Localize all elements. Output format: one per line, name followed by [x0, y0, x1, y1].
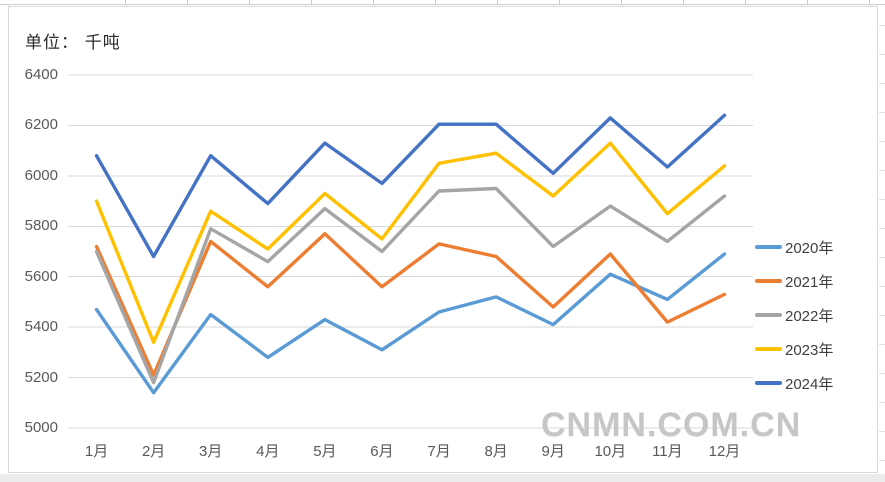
spreadsheet-column-tick	[559, 0, 560, 4]
chart-frame	[8, 6, 878, 473]
spreadsheet-row-tick	[879, 257, 885, 258]
spreadsheet-column-tick	[497, 0, 498, 4]
y-tick-5800: 5800	[24, 217, 58, 235]
cnmn-watermark: CNMN.COM.CN	[541, 406, 802, 444]
x-tick-9: 9月	[541, 443, 565, 460]
spreadsheet-column-tick	[125, 0, 126, 4]
spreadsheet-column-tick	[683, 0, 684, 4]
legend-item-2024[interactable]: 2024年	[755, 366, 873, 400]
chart-legend: 2020年 2021年 2022年 2023年 2024年	[755, 230, 873, 400]
spreadsheet-row-tick	[879, 54, 885, 55]
x-tick-11: 11月	[652, 443, 683, 460]
series-line-2023年	[94, 141, 727, 344]
spreadsheet-column-tick	[187, 0, 188, 4]
x-tick-7: 7月	[427, 443, 451, 460]
spreadsheet-row-tick	[879, 315, 885, 316]
series-line-2024年	[94, 113, 727, 259]
legend-swatch-2023	[755, 347, 782, 351]
spreadsheet-column-tick	[435, 0, 436, 4]
y-tick-5600: 5600	[24, 267, 58, 285]
x-tick-5: 5月	[313, 443, 337, 460]
spreadsheet-column-tick	[869, 0, 870, 4]
x-tick-6: 6月	[370, 443, 394, 460]
spreadsheet-row-tick	[879, 460, 885, 461]
legend-swatch-2022	[755, 313, 782, 317]
spreadsheet-row-tick	[879, 286, 885, 287]
legend-item-2020[interactable]: 2020年	[755, 230, 873, 264]
x-tick-8: 8月	[484, 443, 508, 460]
spreadsheet-column-tick	[311, 0, 312, 4]
spreadsheet-row-tick	[879, 373, 885, 374]
spreadsheet-row-tick	[879, 199, 885, 200]
spreadsheet-row-line	[0, 4, 885, 5]
legend-label-2022: 2022年	[785, 307, 834, 325]
x-tick-10: 10月	[594, 443, 627, 460]
spreadsheet-row-tick	[879, 228, 885, 229]
spreadsheet-column-tick	[373, 0, 374, 4]
spreadsheet-bottom-band	[0, 474, 885, 482]
spreadsheet-row-tick	[879, 431, 885, 432]
x-tick-1: 1月	[84, 443, 109, 460]
legend-swatch-2020	[755, 245, 782, 249]
spreadsheet-column-tick	[807, 0, 808, 4]
x-tick-2: 2月	[141, 443, 166, 460]
x-tick-3: 3月	[199, 443, 223, 460]
y-tick-6400: 6400	[24, 66, 58, 83]
spreadsheet-row-tick	[879, 170, 885, 171]
legend-label-2020: 2020年	[785, 239, 834, 257]
legend-swatch-2021	[755, 279, 782, 283]
legend-item-2022[interactable]: 2022年	[755, 298, 873, 332]
y-tick-5000: 5000	[24, 419, 58, 436]
y-tick-5400: 5400	[24, 318, 58, 336]
spreadsheet-row-tick	[879, 112, 885, 113]
series-line-2021年	[94, 232, 727, 377]
spreadsheet-row-tick	[879, 344, 885, 345]
legend-label-2023: 2023年	[785, 341, 834, 359]
y-tick-6200: 6200	[24, 116, 58, 134]
legend-item-2021[interactable]: 2021年	[755, 264, 873, 298]
spreadsheet-row-tick	[879, 25, 885, 26]
series-line-2020年	[94, 252, 727, 395]
x-tick-4: 4月	[256, 443, 280, 460]
chart-unit-title: 单位： 千吨	[25, 33, 121, 52]
y-tick-5200: 5200	[24, 368, 58, 386]
legend-swatch-2024	[755, 381, 782, 385]
spreadsheet-column-tick	[249, 0, 250, 4]
legend-label-2021: 2021年	[785, 273, 834, 291]
legend-label-2024: 2024年	[785, 375, 834, 393]
legend-item-2023[interactable]: 2023年	[755, 332, 873, 366]
spreadsheet-column-tick	[745, 0, 746, 4]
spreadsheet-row-tick	[879, 402, 885, 403]
spreadsheet-row-tick	[879, 141, 885, 142]
x-tick-12: 12月	[708, 443, 741, 460]
series-line-2022年	[94, 186, 727, 385]
spreadsheet-column-tick	[621, 0, 622, 4]
y-tick-6000: 6000	[24, 166, 58, 184]
spreadsheet-row-tick	[879, 83, 885, 84]
